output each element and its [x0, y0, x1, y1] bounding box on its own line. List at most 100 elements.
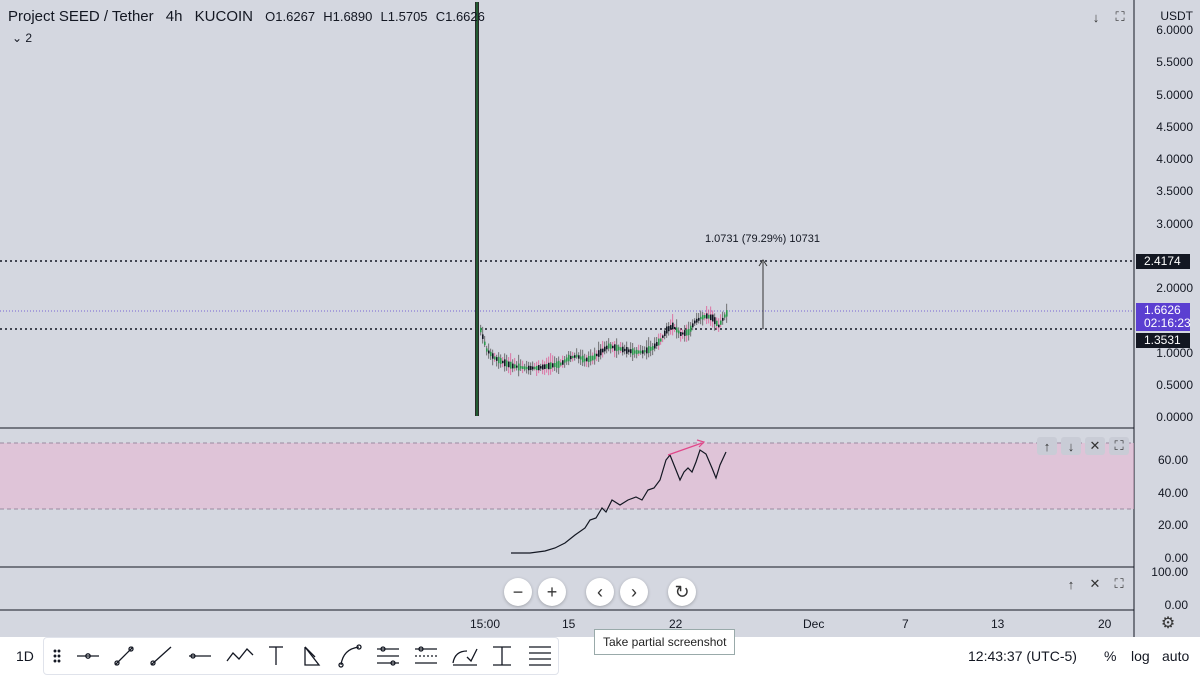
- indicator-tick: 60.00: [1157, 453, 1188, 467]
- move-pane-down-icon[interactable]: ↓: [1092, 9, 1100, 25]
- price-tick: 3.5000: [1156, 184, 1193, 198]
- candle-body: [658, 338, 660, 346]
- reset-chart-button[interactable]: ↻: [668, 578, 696, 606]
- measure-label: 1.0731 (79.29%) 10731: [705, 233, 820, 245]
- candle-body: [538, 365, 540, 371]
- candle-body: [624, 348, 626, 352]
- long-position-icon[interactable]: [493, 646, 511, 666]
- maximize-pane-icon[interactable]: ⛶: [1115, 9, 1125, 24]
- candle-series: [480, 303, 728, 377]
- trend-line-icon[interactable]: [114, 646, 134, 666]
- path-icon[interactable]: [226, 648, 254, 662]
- zoom-out-button[interactable]: −: [504, 578, 532, 606]
- percent-scale-toggle[interactable]: %: [1104, 648, 1117, 664]
- symbol-name[interactable]: Project SEED / Tether: [8, 8, 154, 25]
- currency-label: USDT: [1160, 9, 1193, 23]
- indicator-count: 2: [25, 31, 33, 45]
- price-tick: 3.0000: [1156, 217, 1193, 231]
- price-tick: 6.0000: [1156, 23, 1193, 37]
- drag-handle-icon[interactable]: [53, 649, 61, 663]
- close-pane-icon[interactable]: ✕: [1085, 437, 1105, 455]
- auto-scale-toggle[interactable]: auto: [1162, 648, 1190, 664]
- chevron-down-icon: ⌄: [12, 31, 23, 45]
- time-tick: 20: [1098, 617, 1112, 631]
- candle-body: [504, 359, 506, 367]
- candle-body: [552, 363, 554, 368]
- candle-body: [592, 355, 594, 361]
- scroll-left-button[interactable]: ‹: [586, 578, 614, 606]
- candle-body: [562, 360, 564, 365]
- indicator-tick: 0.00: [1164, 551, 1188, 565]
- candle-body: [660, 338, 662, 342]
- candle-body: [594, 353, 596, 360]
- time-tick: 22: [669, 617, 683, 631]
- time-tick: 15: [562, 617, 576, 631]
- move-pane-up-icon[interactable]: ↑: [1067, 576, 1075, 592]
- fib-retracement-icon[interactable]: [415, 646, 437, 664]
- interval-selector[interactable]: 1D: [16, 648, 34, 664]
- candle-body: [514, 364, 516, 369]
- candle-body: [498, 356, 500, 364]
- candle-body: [546, 364, 548, 369]
- parallel-channel-icon[interactable]: [377, 646, 399, 666]
- clock-timezone[interactable]: 12:43:37 (UTC-5): [968, 648, 1077, 664]
- candle-body: [518, 363, 520, 371]
- move-pane-down-icon[interactable]: ↓: [1061, 437, 1081, 455]
- horizontal-ray-icon[interactable]: [77, 653, 99, 659]
- candle-body: [530, 366, 532, 370]
- candle-body: [482, 334, 484, 339]
- exchange-label: KUCOIN: [194, 8, 253, 25]
- close-pane-icon[interactable]: ✕: [1089, 576, 1101, 591]
- symbol-legend[interactable]: Project SEED / Tether 4h KUCOIN O1.6267 …: [8, 8, 489, 25]
- candle-body: [640, 350, 642, 354]
- pattern-icon[interactable]: [452, 648, 478, 666]
- candle-body: [678, 330, 680, 334]
- candle-body: [724, 314, 726, 318]
- zoom-in-button[interactable]: +: [538, 578, 566, 606]
- curve-icon[interactable]: [338, 644, 362, 668]
- candle-body: [684, 330, 686, 336]
- log-scale-toggle[interactable]: log: [1131, 648, 1150, 664]
- candle-body: [714, 317, 716, 325]
- candle-body: [522, 366, 524, 370]
- candle-body: [580, 356, 582, 360]
- legend-toggle[interactable]: ⌄ 2: [12, 31, 32, 45]
- candle-body: [496, 357, 498, 361]
- candle-body: [524, 366, 526, 370]
- move-pane-up-icon[interactable]: ↑: [1037, 437, 1057, 455]
- candle-body: [500, 358, 502, 364]
- candle-body: [626, 347, 628, 354]
- candle-body: [644, 350, 646, 353]
- price-tick: 5.5000: [1156, 55, 1193, 69]
- interval-label: 4h: [165, 8, 183, 25]
- candle-body: [570, 355, 572, 360]
- candle-body: [702, 315, 704, 320]
- more-tools-icon[interactable]: [529, 646, 551, 666]
- candle-body: [698, 317, 700, 321]
- last-price-tag: 1.6626 02:16:23: [1136, 303, 1191, 331]
- maximize-pane-icon[interactable]: ⛶: [1109, 437, 1129, 455]
- candle-body: [598, 350, 600, 357]
- candle-body: [484, 341, 486, 346]
- divergence-arrow-line: [667, 442, 703, 456]
- triangle-icon[interactable]: [304, 646, 321, 666]
- candle-body: [606, 345, 608, 350]
- candle-body: [708, 314, 710, 319]
- scroll-right-button[interactable]: ›: [620, 578, 648, 606]
- candle-body: [674, 326, 676, 330]
- candle-body: [586, 357, 588, 362]
- ray-icon[interactable]: [150, 646, 172, 666]
- candle-body: [554, 363, 556, 367]
- candle-body: [494, 356, 496, 360]
- close-value: C1.6626: [435, 9, 485, 24]
- drawing-tools-icons: [53, 644, 551, 668]
- text-icon[interactable]: [269, 646, 283, 665]
- candle-body: [540, 366, 542, 369]
- candle-body: [510, 361, 512, 369]
- maximize-pane-icon[interactable]: ⛶: [1114, 576, 1124, 591]
- screenshot-tooltip: Take partial screenshot: [594, 629, 736, 655]
- candle-body: [722, 317, 724, 321]
- settings-gear-icon[interactable]: ⚙: [1160, 615, 1176, 632]
- horizontal-line-icon[interactable]: [189, 653, 211, 659]
